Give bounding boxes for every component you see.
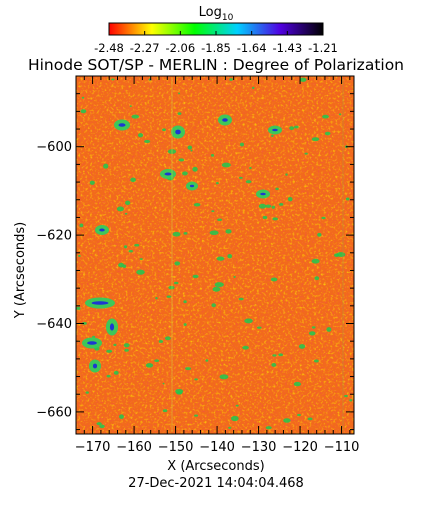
colorbar-tick-label: -1.85: [201, 41, 231, 55]
y-tick-label: −620: [36, 229, 72, 244]
figure-title: Hinode SOT/SP - MERLIN : Degree of Polar…: [28, 56, 404, 74]
x-tick-label: −150: [158, 440, 194, 455]
colorbar-ticks: -2.48 -2.27 -2.06 -1.85 -1.64 -1.43 -1.21: [94, 31, 338, 55]
x-tick-label: −110: [324, 440, 360, 455]
x-axis-ticks: −170 −160 −150 −140 −130 −120 −110: [75, 76, 360, 455]
x-tick-label: −170: [75, 440, 111, 455]
y-axis-ticks: −600 −620 −640 −660: [36, 93, 354, 431]
plot-frame: [75, 75, 355, 435]
polarization-features: [76, 77, 353, 430]
colorbar-tick-label: -2.27: [130, 41, 160, 55]
colorbar-tick-label: -2.48: [94, 41, 124, 55]
observation-timestamp: 27-Dec-2021 14:04:04.468: [128, 476, 304, 491]
y-tick-label: −640: [36, 317, 72, 332]
x-tick-label: −160: [116, 440, 152, 455]
polarization-map: [76, 76, 354, 434]
colorbar-tick-label: -2.06: [165, 41, 195, 55]
x-tick-label: −140: [199, 440, 235, 455]
colorbar-label-base: Log: [199, 5, 222, 20]
colorbar-tick-label: -1.43: [272, 41, 302, 55]
colorbar-label: Log10: [199, 5, 234, 23]
y-axis-label: Y (Arcseconds): [13, 222, 28, 319]
x-tick-label: −120: [282, 440, 318, 455]
colorbar-tick-label: -1.64: [237, 41, 267, 55]
y-tick-label: −600: [36, 140, 72, 155]
y-tick-label: −660: [36, 405, 72, 420]
x-axis-label: X (Arcseconds): [167, 459, 264, 474]
x-tick-label: −130: [241, 440, 277, 455]
colorbar-label-sub: 10: [222, 13, 234, 23]
colorbar-tick-label: -1.21: [308, 41, 338, 55]
